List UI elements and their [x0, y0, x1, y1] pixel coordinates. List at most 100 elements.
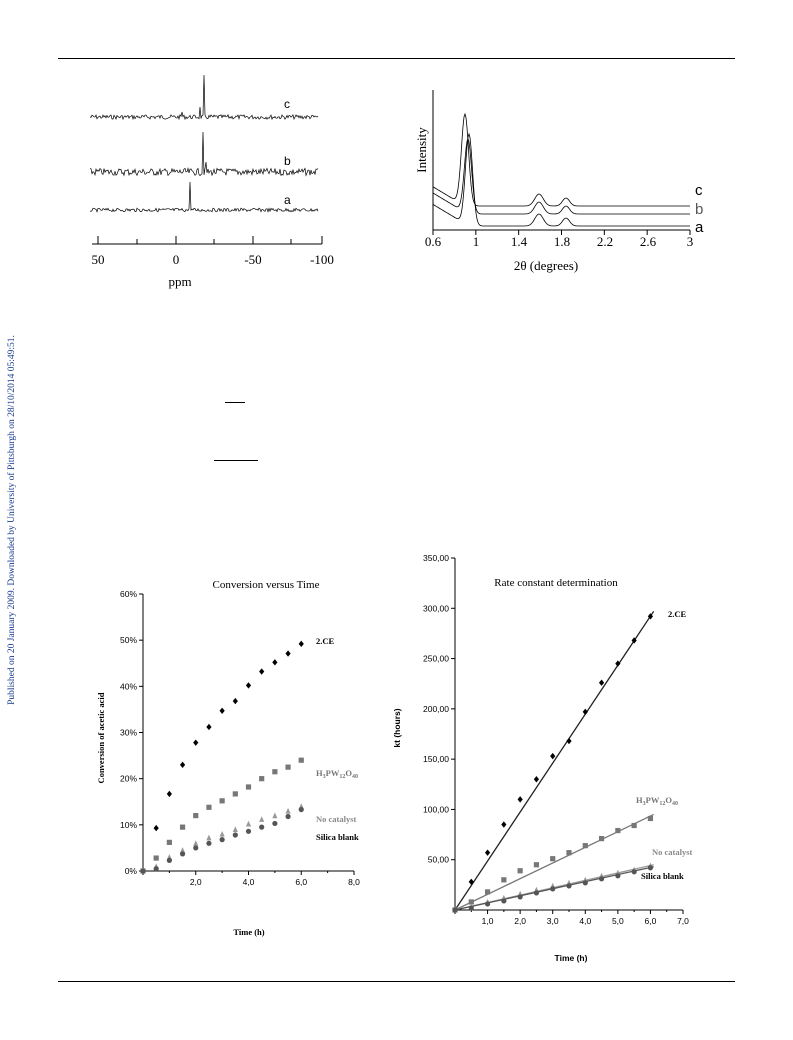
- x-tick-label: 7,0: [677, 916, 689, 926]
- y-tick-label: 300,00: [423, 603, 449, 613]
- x-tick-label: 1,0: [482, 916, 494, 926]
- data-point: [259, 816, 265, 822]
- conversion-chart-axes: 0% 10% 20% 30% 40% 50% 60% 2,0 4,0 6,0 8,0: [120, 589, 360, 887]
- data-point: [452, 907, 458, 913]
- data-point: [631, 822, 637, 829]
- fit-line: [454, 813, 654, 911]
- data-point: [517, 796, 523, 803]
- rate-chart-x-label: Time (h): [555, 953, 588, 963]
- y-tick-label: 50%: [120, 635, 137, 645]
- data-point: [272, 769, 278, 775]
- x-tick-label: 2,0: [190, 877, 202, 887]
- data-point: [232, 832, 238, 838]
- y-tick-label: 60%: [120, 589, 137, 599]
- data-point: [501, 898, 507, 904]
- data-point: [533, 862, 540, 868]
- rate-chart-axes: 50,00 100,00 150,00 200,00 250,00 300,00 350,0…: [423, 553, 689, 926]
- x-tick-label: 4,0: [243, 877, 255, 887]
- data-point: [566, 737, 572, 745]
- data-point: [501, 877, 507, 883]
- x-tick-label: 6,0: [295, 877, 307, 887]
- data-point: [647, 613, 654, 620]
- y-tick-label: 40%: [120, 681, 137, 691]
- data-point: [245, 828, 252, 834]
- data-point: [533, 776, 540, 783]
- nmr-trace-b: [89, 131, 319, 177]
- data-point: [615, 827, 621, 834]
- data-point: [550, 752, 556, 760]
- nmr-tick-label: 0: [173, 252, 180, 267]
- nmr-trace-label-b: b: [284, 154, 291, 168]
- rate-chart-y-label: kt (hours): [392, 708, 402, 747]
- data-point: [484, 901, 491, 907]
- xrd-tick-label: 0.6: [425, 234, 442, 249]
- data-point: [517, 868, 523, 874]
- data-point: [153, 855, 159, 861]
- data-point: [193, 813, 199, 819]
- data-point: [179, 847, 186, 853]
- data-point: [206, 804, 212, 810]
- xrd-tick-label: 1.8: [554, 234, 570, 249]
- series-label-2ce: 2.CE: [668, 609, 687, 619]
- data-point: [285, 813, 291, 820]
- data-point: [566, 883, 572, 889]
- y-tick-label: 250,00: [423, 654, 449, 664]
- xrd-trace-label-b: b: [695, 201, 703, 218]
- y-tick-label: 200,00: [423, 704, 449, 714]
- nmr-trace-label-c: c: [284, 97, 290, 111]
- xrd-trace-label-c: c: [695, 182, 703, 199]
- top-rule: [58, 58, 735, 59]
- data-point: [272, 812, 278, 819]
- series-label-no-catalyst: No catalyst: [652, 847, 693, 857]
- data-point: [206, 834, 212, 841]
- x-tick-label: 5,0: [612, 916, 624, 926]
- data-point: [468, 899, 474, 905]
- bottom-rule: [58, 981, 735, 982]
- conversion-chart-series-labels: 2.CE H3PW12O40 No catalyst Silica blank: [316, 636, 359, 842]
- nmr-tick-label: 50: [92, 252, 105, 267]
- data-point: [272, 659, 278, 666]
- series-label-2ce: 2.CE: [316, 636, 335, 646]
- conversion-chart-x-label: Time (h): [233, 927, 264, 937]
- short-line-2: [214, 460, 258, 461]
- conversion-chart-y-label: Conversion of acetic acid: [96, 692, 106, 783]
- nmr-axis-label: ppm: [168, 274, 191, 289]
- conversion-chart-title: Conversion versus Time: [213, 579, 320, 591]
- data-point: [245, 784, 252, 790]
- data-point: [232, 791, 238, 797]
- y-tick-label: 350,00: [423, 553, 449, 563]
- data-point: [140, 868, 146, 874]
- data-point: [166, 857, 172, 863]
- nmr-tick-marks: [97, 236, 323, 244]
- data-point: [153, 866, 159, 872]
- data-point: [517, 894, 523, 900]
- data-point: [468, 905, 474, 911]
- xrd-tick-label: 1: [473, 234, 480, 249]
- data-point: [272, 820, 278, 827]
- nmr-tick-label: -50: [244, 252, 261, 267]
- data-point: [285, 807, 291, 814]
- xrd-tick-marks: [432, 230, 691, 235]
- y-tick-label: 0%: [125, 866, 138, 876]
- nmr-trace-a: [89, 181, 319, 213]
- x-tick-label: 6,0: [645, 916, 657, 926]
- data-point: [647, 865, 654, 871]
- data-point: [219, 837, 225, 843]
- data-point: [501, 821, 507, 828]
- fit-line: [454, 610, 655, 911]
- x-tick-label: 2,0: [514, 916, 526, 926]
- data-point: [259, 824, 265, 830]
- data-point: [206, 840, 212, 846]
- data-point: [533, 890, 540, 896]
- x-tick-label: 8,0: [348, 877, 360, 887]
- data-point: [219, 830, 225, 837]
- data-point: [615, 873, 621, 879]
- data-point: [582, 880, 588, 886]
- short-line-1: [225, 402, 245, 403]
- nmr-spectra-figure: 50 0 -50 -100 ppm c b a: [89, 74, 334, 289]
- x-tick-label: 3,0: [547, 916, 559, 926]
- series-label-silica-blank: Silica blank: [316, 832, 359, 842]
- data-point: [298, 757, 304, 763]
- xrd-trace-b: [432, 137, 690, 215]
- xrd-x-axis-label: 2θ (degrees): [514, 258, 578, 273]
